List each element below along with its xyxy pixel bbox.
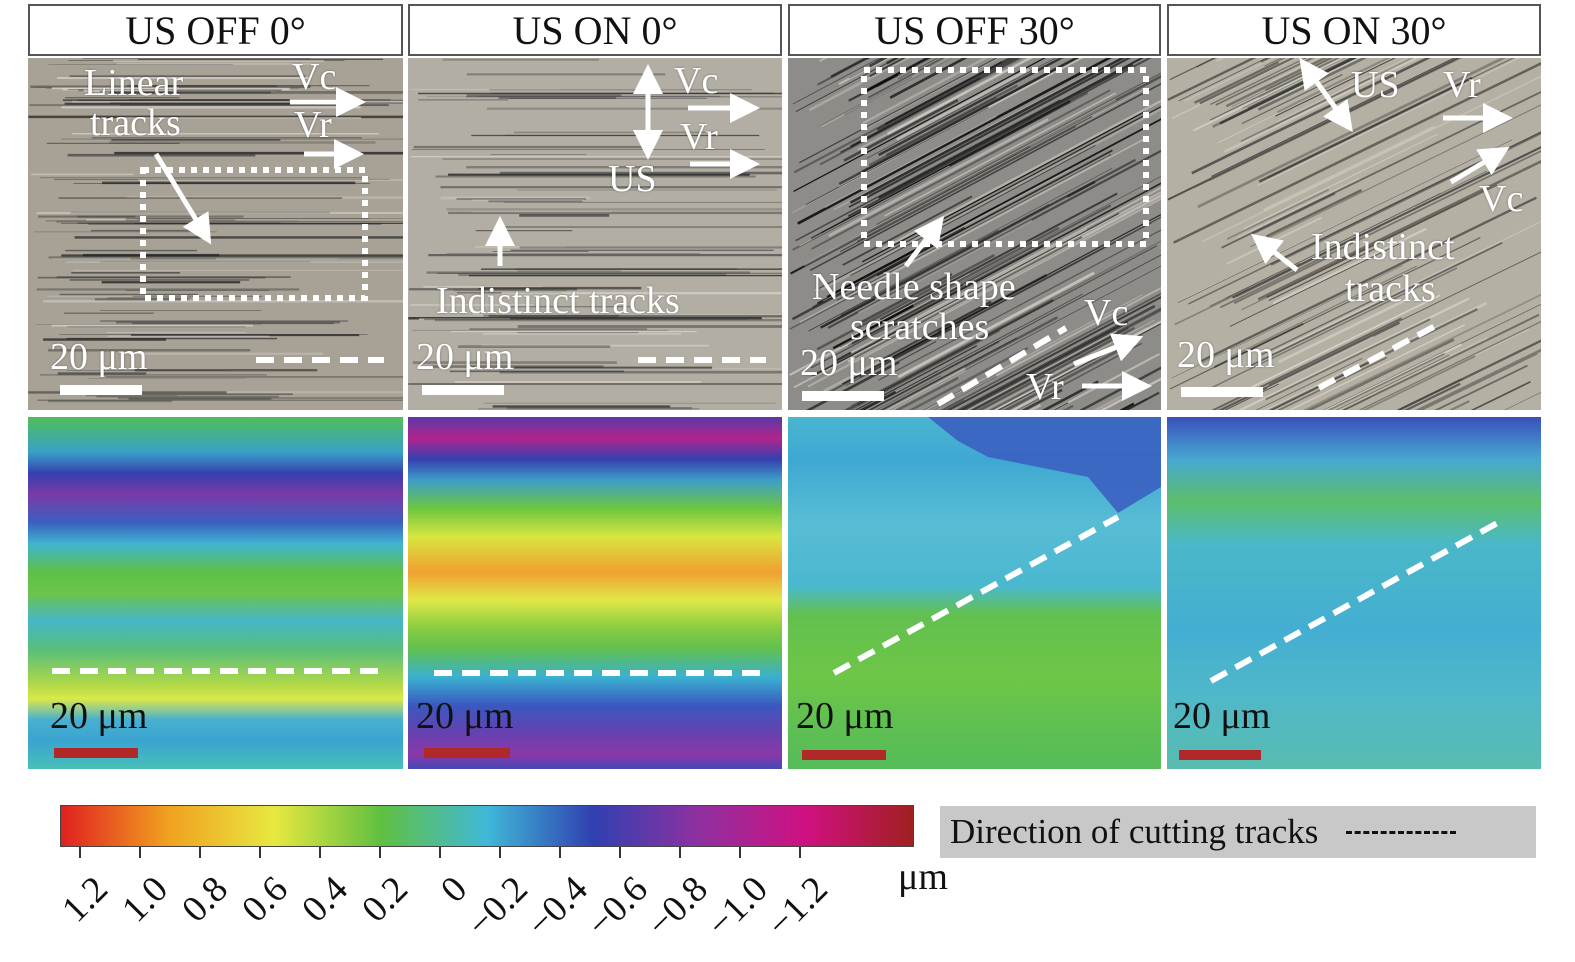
scale-label: 20 μm xyxy=(50,695,148,737)
label-vr: Vr xyxy=(294,104,332,146)
micrograph-3-image xyxy=(788,58,1161,410)
colorbar-tick xyxy=(739,847,741,858)
micrograph-2-image xyxy=(408,58,782,410)
height-map-us-off-0: 20 μm xyxy=(28,417,403,769)
colorbar-tick xyxy=(559,847,561,858)
legend-box: Direction of cutting tracks xyxy=(940,806,1536,858)
colorbar-tick-label: 0.8 xyxy=(174,868,236,931)
colorbar-tick xyxy=(799,847,801,858)
colorbar-tick xyxy=(79,847,81,858)
colorbar-tick xyxy=(319,847,321,858)
micrograph-us-off-30: Needle shape scratches Vc Vr 20 μm xyxy=(788,58,1161,410)
colorbar-tick xyxy=(139,847,141,858)
height-map-4-image xyxy=(1167,417,1541,769)
label-vr: Vr xyxy=(1443,64,1481,106)
label-vc: Vc xyxy=(1479,178,1524,220)
panel-title-2: US ON 0° xyxy=(408,4,782,56)
label-indistinct: Indistinct xyxy=(1311,226,1455,268)
colorbar-tick xyxy=(439,847,441,858)
colorbar-tick-label: −0.4 xyxy=(519,868,596,946)
colorbar-tick xyxy=(379,847,381,858)
panel-title-1: US OFF 0° xyxy=(28,4,403,56)
label-vc: Vc xyxy=(674,60,719,102)
label-needle-shape: Needle shape xyxy=(812,266,1016,308)
scale-label: 20 μm xyxy=(1177,334,1275,376)
colorbar-tick-label: −0.2 xyxy=(459,868,536,946)
label-us: US xyxy=(608,158,657,200)
micrograph-1-image xyxy=(28,58,403,410)
height-map-us-off-30: 20 μm xyxy=(788,417,1161,769)
label-vc: Vc xyxy=(1084,292,1129,334)
label-tracks: tracks xyxy=(1345,268,1436,310)
colorbar-tick xyxy=(199,847,201,858)
micrograph-us-off-0: Linear tracks Vc Vr 20 μm xyxy=(28,58,403,410)
height-map-2-image xyxy=(408,417,782,769)
label-indistinct-tracks: Indistinct tracks xyxy=(436,280,680,322)
label-scratches: scratches xyxy=(850,306,990,348)
scale-label: 20 μm xyxy=(50,336,148,378)
colorbar-tick-label: 1.2 xyxy=(54,868,116,931)
legend-dashed-line-icon xyxy=(1346,830,1457,834)
colorbar-tick-label: −0.6 xyxy=(579,868,656,946)
panel-title-3: US OFF 30° xyxy=(788,4,1161,56)
colorbar-tick-label: 0.6 xyxy=(234,868,296,931)
label-vr: Vr xyxy=(1026,366,1064,408)
height-map-us-on-0: 20 μm xyxy=(408,417,782,769)
colorbar-tick-label: −1.2 xyxy=(759,868,836,946)
scale-label: 20 μm xyxy=(796,695,894,737)
height-map-3-image xyxy=(788,417,1161,769)
micrograph-us-on-0: Vc Vr US Indistinct tracks 20 μm xyxy=(408,58,782,410)
micrograph-us-on-30: US Vr Vc Indistinct tracks 20 μm xyxy=(1167,58,1541,410)
label-vc: Vc xyxy=(292,58,337,98)
colorbar-tick xyxy=(259,847,261,858)
colorbar-unit: μm xyxy=(898,856,948,898)
label-tracks: tracks xyxy=(90,102,181,144)
colorbar-tick-label: 1.0 xyxy=(114,868,176,931)
colorbar-tick-label: −1.0 xyxy=(699,868,776,946)
colorbar-tick xyxy=(499,847,501,858)
panel-title-4: US ON 30° xyxy=(1167,4,1541,56)
colorbar-tick xyxy=(679,847,681,858)
colorbar-tick xyxy=(619,847,621,858)
colorbar-tick-label: −0.8 xyxy=(639,868,716,946)
colorbar xyxy=(60,805,914,847)
legend-label: Direction of cutting tracks xyxy=(950,812,1319,851)
scale-label: 20 μm xyxy=(416,695,514,737)
micrograph-4-image xyxy=(1167,58,1541,410)
height-map-1-image xyxy=(28,417,403,769)
scale-label: 20 μm xyxy=(1173,695,1271,737)
scale-label: 20 μm xyxy=(800,342,898,384)
colorbar-tick-label: 0.2 xyxy=(354,868,416,931)
height-map-us-on-30: 20 μm xyxy=(1167,417,1541,769)
colorbar-tick-label: 0.4 xyxy=(294,868,356,931)
label-us: US xyxy=(1351,64,1400,106)
scale-label: 20 μm xyxy=(416,336,514,378)
label-vr: Vr xyxy=(680,116,718,158)
label-linear: Linear xyxy=(84,62,184,104)
